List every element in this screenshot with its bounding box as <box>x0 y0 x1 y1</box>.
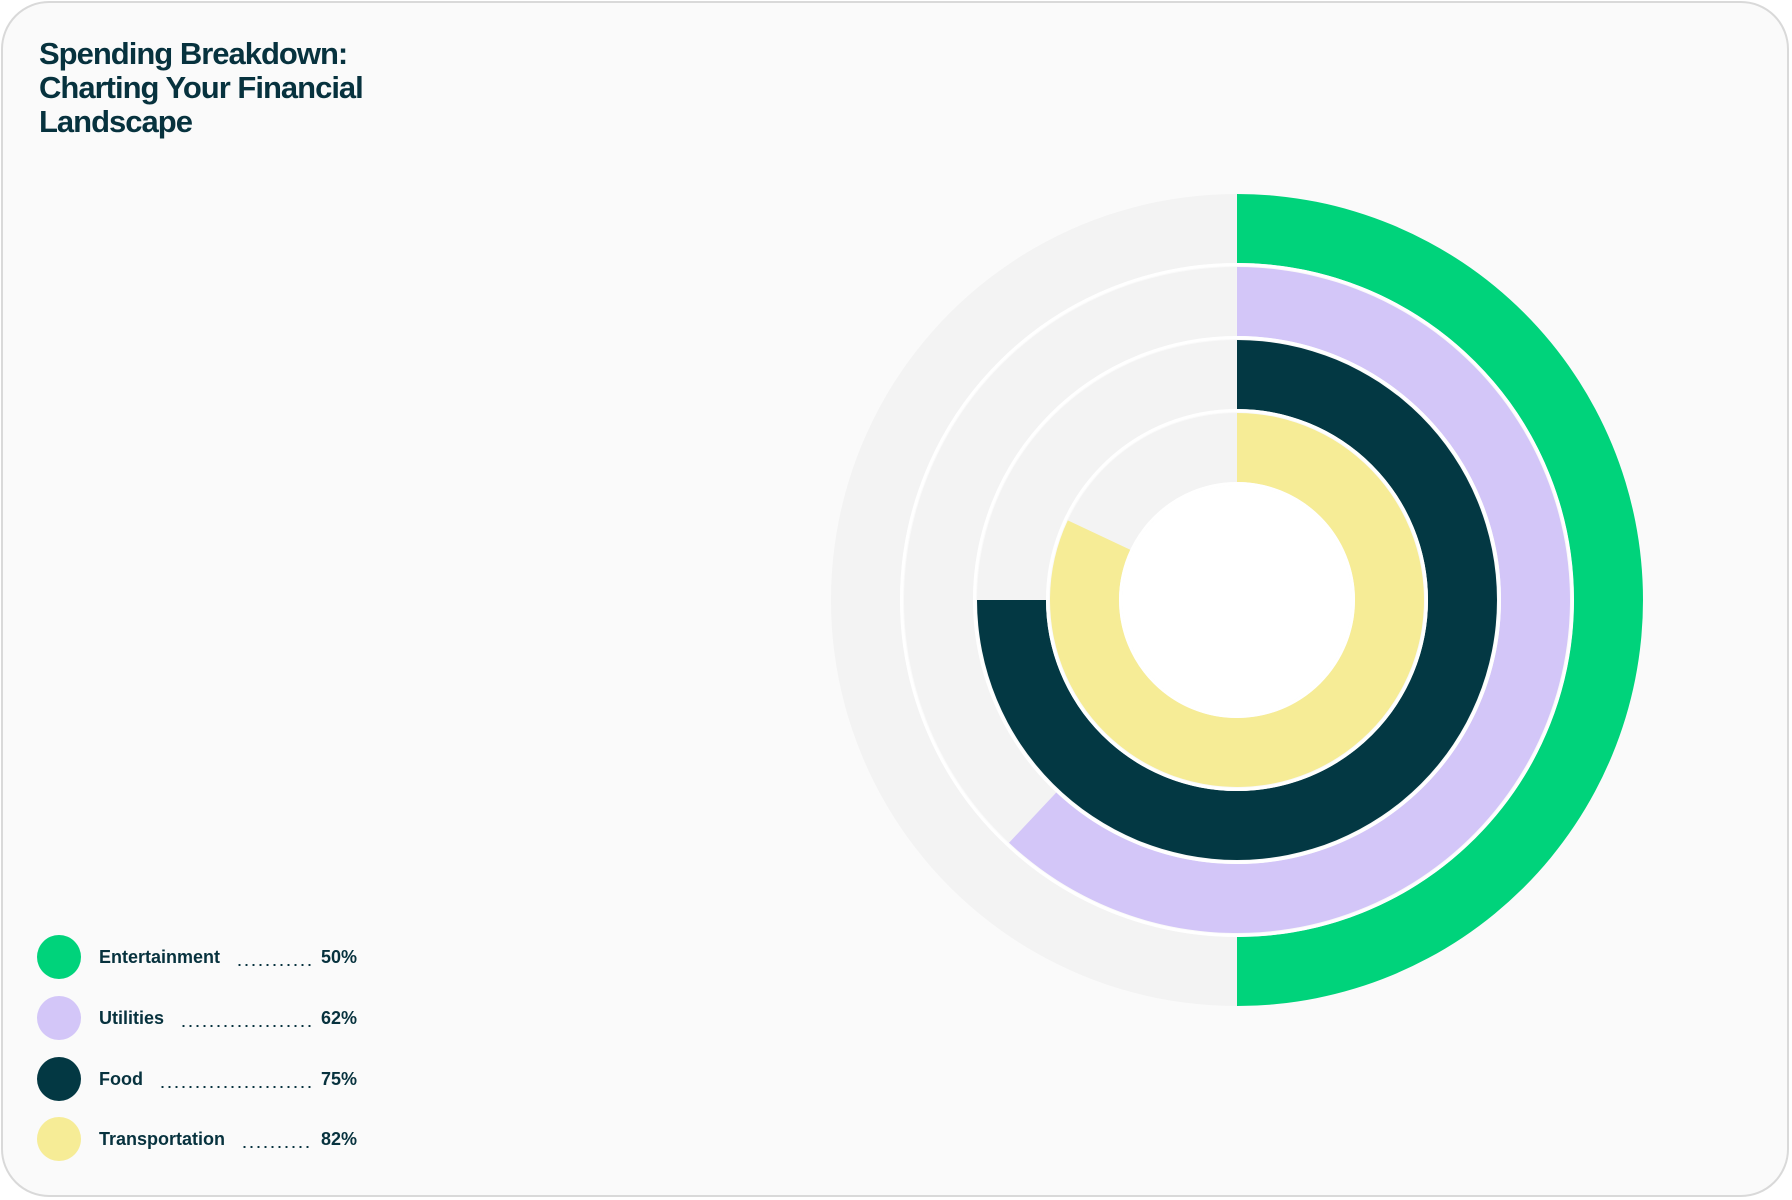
chart-title: Spending Breakdown: Charting Your Financ… <box>39 36 364 139</box>
ring-separator <box>1046 409 1428 791</box>
legend-value-food: 75% <box>320 1068 357 1089</box>
legend-swatch-food <box>37 1057 81 1101</box>
ring-separator <box>973 336 1501 864</box>
legend-swatch-utilities <box>37 996 81 1040</box>
legend-item-food: Food 75% <box>37 1057 357 1101</box>
ring-bar-entertainment[interactable] <box>1237 194 1643 1006</box>
legend-item-utilities: Utilities 62% <box>37 996 357 1040</box>
ring-separator <box>900 263 1574 937</box>
legend-value-entertainment: 50% <box>320 946 357 967</box>
legend-item-transportation: Transportation 82% <box>37 1117 357 1161</box>
legend-value-utilities: 62% <box>320 1007 357 1028</box>
legend-item-entertainment: Entertainment 50% <box>37 935 357 979</box>
legend-label-food: Food <box>99 1068 143 1089</box>
legend-label-entertainment: Entertainment <box>99 946 221 967</box>
ring-bar-utilities[interactable] <box>1009 267 1570 933</box>
legend-swatch-entertainment <box>37 935 81 979</box>
ring-bar-transportation[interactable] <box>1050 413 1424 787</box>
legend-leader-dots <box>241 1146 313 1148</box>
legend-leader-dots <box>236 964 313 966</box>
legend-leader-dots <box>180 1025 313 1027</box>
legend-value-transportation: 82% <box>320 1128 357 1149</box>
legend-leader-dots <box>158 1086 313 1088</box>
chart-center-hole <box>1122 485 1352 715</box>
legend-label-transportation: Transportation <box>99 1128 226 1149</box>
ring-separator <box>1119 482 1355 718</box>
legend-label-utilities: Utilities <box>99 1007 165 1028</box>
legend-swatch-transportation <box>37 1117 81 1161</box>
